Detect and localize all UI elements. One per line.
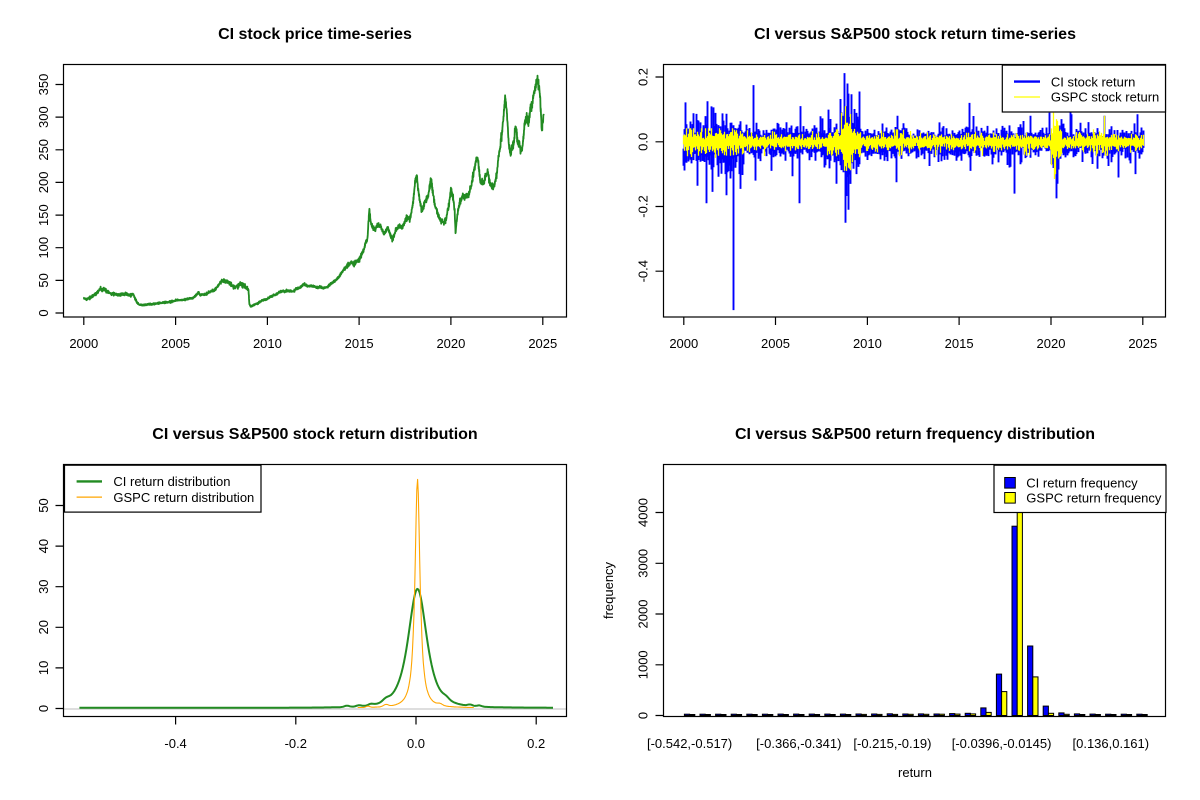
svg-text:[-0.215,-0.19): [-0.215,-0.19)	[853, 736, 931, 751]
svg-text:GSPC stock return: GSPC stock return	[1051, 90, 1159, 105]
svg-text:CI versus S&P500 return freque: CI versus S&P500 return frequency distri…	[735, 426, 1095, 443]
svg-text:50: 50	[36, 498, 51, 512]
svg-text:-0.2: -0.2	[285, 736, 307, 751]
svg-text:2005: 2005	[761, 336, 790, 351]
svg-text:0.2: 0.2	[636, 68, 651, 86]
svg-text:10: 10	[36, 661, 51, 675]
svg-text:CI return distribution: CI return distribution	[113, 474, 230, 489]
svg-text:frequency: frequency	[601, 561, 616, 619]
svg-text:[-0.0396,-0.0145): [-0.0396,-0.0145)	[952, 736, 1052, 751]
svg-text:30: 30	[36, 579, 51, 593]
svg-text:0.2: 0.2	[527, 736, 545, 751]
svg-text:2010: 2010	[253, 336, 282, 351]
svg-text:0.0: 0.0	[407, 736, 425, 751]
svg-text:3000: 3000	[636, 549, 651, 578]
svg-text:2015: 2015	[345, 336, 374, 351]
svg-text:return: return	[898, 765, 932, 780]
svg-text:2000: 2000	[669, 336, 698, 351]
svg-text:CI stock price time-series: CI stock price time-series	[218, 26, 412, 43]
svg-text:CI stock return: CI stock return	[1051, 74, 1136, 89]
svg-text:300: 300	[36, 106, 51, 128]
svg-text:2005: 2005	[161, 336, 190, 351]
svg-text:2025: 2025	[528, 336, 557, 351]
svg-text:50: 50	[36, 273, 51, 287]
svg-text:[0.136,0.161): [0.136,0.161)	[1072, 736, 1149, 751]
svg-text:2020: 2020	[1037, 336, 1066, 351]
svg-text:CI versus S&P500 stock return: CI versus S&P500 stock return distributi…	[152, 426, 477, 443]
svg-text:2000: 2000	[69, 336, 98, 351]
svg-text:GSPC return frequency: GSPC return frequency	[1026, 490, 1162, 505]
svg-text:-0.2: -0.2	[636, 195, 651, 217]
svg-text:CI return frequency: CI return frequency	[1026, 475, 1138, 490]
svg-text:2025: 2025	[1128, 336, 1157, 351]
svg-text:250: 250	[36, 139, 51, 161]
svg-text:[-0.542,-0.517): [-0.542,-0.517)	[647, 736, 732, 751]
svg-text:40: 40	[36, 539, 51, 553]
svg-text:2010: 2010	[853, 336, 882, 351]
svg-text:[-0.366,-0.341): [-0.366,-0.341)	[756, 736, 841, 751]
svg-text:20: 20	[36, 620, 51, 634]
svg-text:2000: 2000	[636, 600, 651, 629]
svg-text:200: 200	[36, 172, 51, 194]
svg-text:0: 0	[636, 712, 651, 719]
svg-text:CI versus S&P500 stock return: CI versus S&P500 stock return time-serie…	[754, 26, 1076, 43]
svg-text:100: 100	[36, 237, 51, 259]
svg-text:-0.4: -0.4	[636, 260, 651, 282]
svg-text:0.0: 0.0	[636, 133, 651, 151]
svg-text:GSPC return distribution: GSPC return distribution	[113, 490, 254, 505]
svg-text:0: 0	[36, 705, 51, 712]
svg-text:2020: 2020	[436, 336, 465, 351]
svg-text:2015: 2015	[945, 336, 974, 351]
svg-text:4000: 4000	[636, 498, 651, 527]
svg-text:150: 150	[36, 204, 51, 226]
svg-text:350: 350	[36, 74, 51, 96]
svg-text:0: 0	[36, 309, 51, 316]
svg-text:1000: 1000	[636, 650, 651, 679]
svg-text:-0.4: -0.4	[164, 736, 186, 751]
